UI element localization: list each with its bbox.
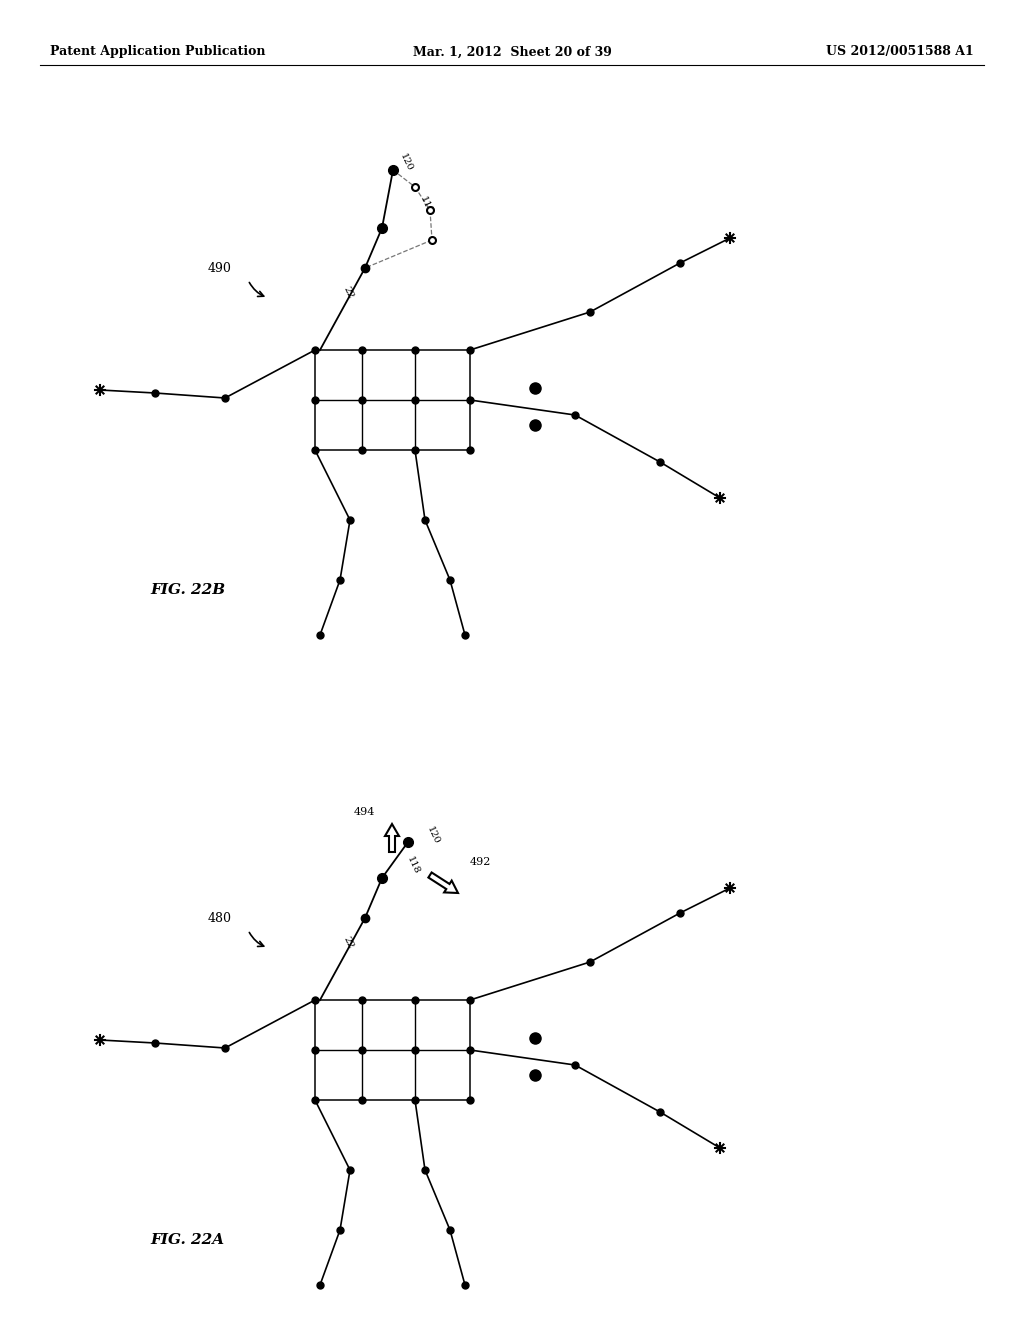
- FancyArrow shape: [428, 873, 458, 894]
- Text: 492: 492: [470, 857, 492, 867]
- Text: 120: 120: [398, 152, 414, 173]
- Text: Mar. 1, 2012  Sheet 20 of 39: Mar. 1, 2012 Sheet 20 of 39: [413, 45, 611, 58]
- Text: 22: 22: [341, 936, 354, 950]
- Text: 480: 480: [208, 912, 232, 924]
- Text: FIG. 22A: FIG. 22A: [150, 1233, 224, 1247]
- Text: Patent Application Publication: Patent Application Publication: [50, 45, 265, 58]
- Text: FIG. 22B: FIG. 22B: [150, 583, 225, 597]
- Text: US 2012/0051588 A1: US 2012/0051588 A1: [826, 45, 974, 58]
- Text: 120: 120: [425, 825, 441, 845]
- Text: 494: 494: [353, 807, 375, 817]
- Text: 118: 118: [418, 194, 434, 215]
- Text: 22: 22: [341, 285, 354, 301]
- FancyArrow shape: [385, 824, 399, 851]
- Text: 118: 118: [406, 854, 421, 875]
- Text: 490: 490: [208, 261, 232, 275]
